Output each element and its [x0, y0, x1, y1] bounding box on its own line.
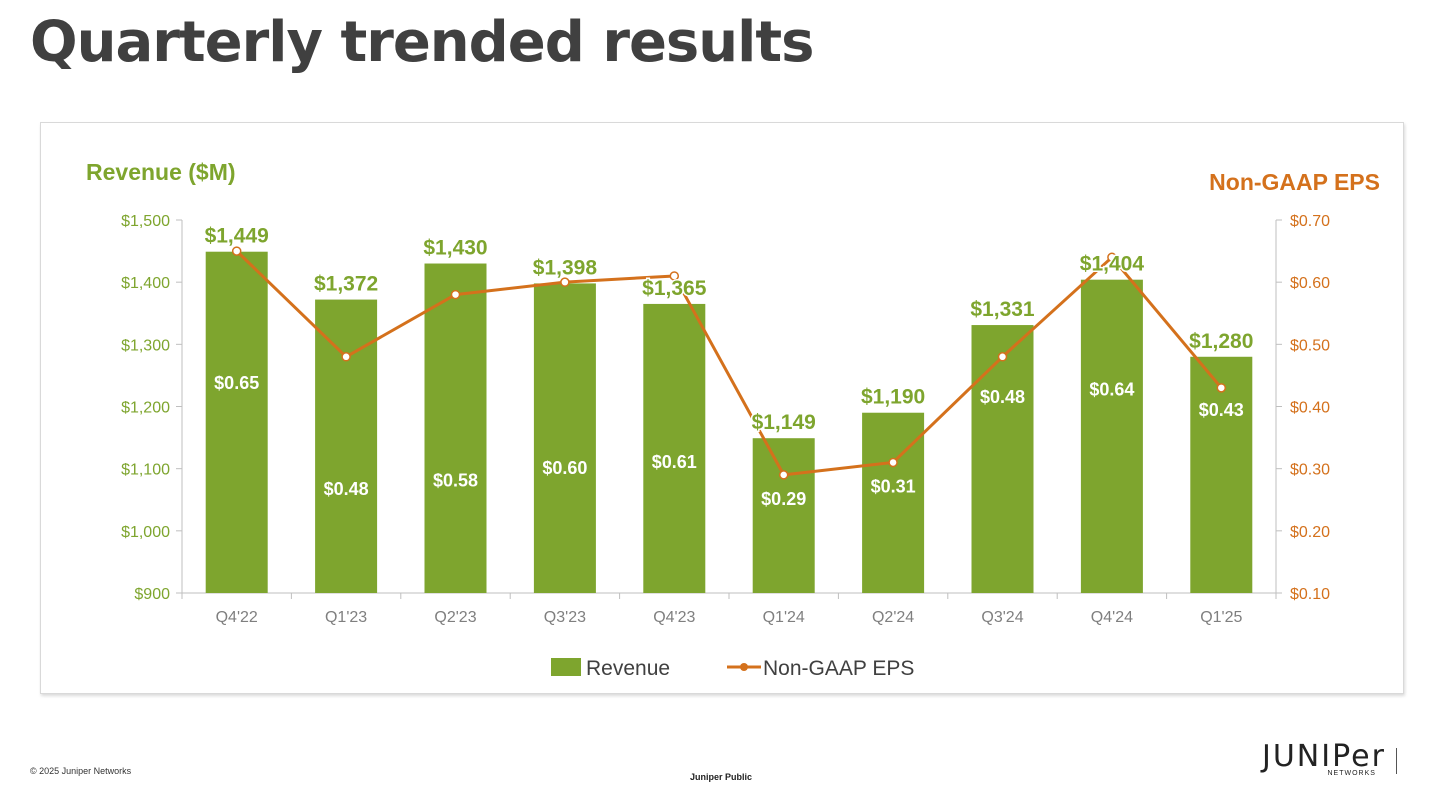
eps-data-label: $0.58 [433, 471, 478, 491]
x-tick-label: Q4'24 [1091, 609, 1133, 626]
x-tick-label: Q1'23 [325, 609, 367, 626]
revenue-data-label: $1,404 [1080, 253, 1145, 276]
eps-data-label: $0.48 [324, 479, 369, 499]
y-left-tick-label: $1,000 [121, 524, 170, 541]
y-left-tick-label: $1,300 [121, 337, 170, 354]
page-title: Quarterly trended results [30, 10, 814, 75]
legend-eps-label: Non-GAAP EPS [763, 657, 914, 680]
eps-point [778, 470, 789, 480]
eps-data-label: $0.48 [980, 387, 1025, 407]
eps-point [1107, 252, 1117, 263]
revenue-bar [1190, 356, 1253, 593]
y-right-tick-label: $0.20 [1290, 524, 1330, 541]
logo-wordmark: JUNIPer [1262, 739, 1386, 774]
eps-data-label: $0.61 [652, 452, 697, 472]
left-axis-title: Revenue ($M) [86, 159, 236, 185]
legend-revenue-label: Revenue [586, 657, 670, 680]
eps-data-label: $0.65 [214, 373, 259, 393]
y-left-tick-label: $1,100 [121, 462, 170, 479]
x-tick-label: Q4'23 [653, 609, 695, 626]
y-right-tick-label: $0.50 [1290, 337, 1330, 354]
revenue-bar [533, 283, 596, 593]
x-tick-label: Q3'23 [544, 609, 586, 626]
eps-point [669, 271, 680, 281]
eps-point [560, 277, 570, 287]
legend-eps-marker [740, 663, 748, 671]
y-right-tick-label: $0.60 [1290, 275, 1330, 292]
y-right-tick-label: $0.30 [1290, 462, 1330, 479]
y-left-tick-label: $1,400 [121, 275, 170, 292]
revenue-data-label: $1,398 [533, 256, 598, 279]
juniper-logo: JUNIPer NETWORKS [1262, 739, 1386, 778]
revenue-data-label: $1,365 [642, 277, 707, 300]
y-left-tick-label: $900 [134, 586, 170, 603]
x-tick-label: Q2'23 [434, 609, 476, 626]
revenue-bar [205, 251, 268, 593]
eps-data-label: $0.64 [1089, 379, 1134, 399]
revenue-data-label: $1,190 [861, 386, 925, 409]
x-tick-label: Q1'24 [763, 609, 805, 626]
right-axis-title: Non-GAAP EPS [1209, 169, 1380, 195]
eps-data-label: $0.60 [542, 458, 587, 478]
x-tick-label: Q4'22 [216, 609, 258, 626]
revenue-data-label: $1,449 [205, 225, 269, 248]
legend-revenue-swatch [551, 658, 581, 676]
eps-point [341, 352, 351, 362]
y-right-tick-label: $0.40 [1290, 400, 1330, 417]
x-tick-label: Q2'24 [872, 609, 914, 626]
revenue-bar [424, 263, 487, 593]
revenue-data-label: $1,331 [970, 298, 1035, 321]
copyright-text: © 2025 Juniper Networks [30, 766, 132, 776]
eps-point [997, 352, 1008, 362]
eps-line [235, 250, 1223, 477]
revenue-data-label: $1,149 [752, 411, 816, 434]
eps-point [1216, 383, 1227, 393]
revenue-bar [971, 325, 1034, 593]
revenue-bar [315, 299, 378, 593]
classification-label: Juniper Public [690, 772, 753, 782]
revenue-bar [1080, 279, 1143, 593]
eps-data-label: $0.43 [1199, 400, 1244, 420]
revenue-bar [752, 438, 815, 593]
eps-data-label: $0.29 [761, 489, 806, 509]
y-right-tick-label: $0.70 [1290, 213, 1330, 230]
logo-subtext: NETWORKS [1327, 770, 1376, 777]
revenue-data-label: $1,372 [314, 273, 378, 296]
x-tick-label: Q3'24 [981, 609, 1023, 626]
eps-data-label: $0.31 [871, 476, 916, 496]
revenue-data-label: $1,280 [1189, 330, 1253, 353]
y-left-tick-label: $1,500 [121, 213, 170, 230]
revenue-bar [643, 303, 706, 593]
revenue-data-label: $1,430 [423, 237, 487, 260]
y-right-tick-label: $0.10 [1290, 586, 1330, 603]
logo-divider [1396, 748, 1397, 774]
x-tick-label: Q1'25 [1200, 609, 1242, 626]
eps-point [450, 289, 461, 300]
eps-point [888, 457, 898, 468]
eps-point [231, 246, 242, 256]
y-left-tick-label: $1,200 [121, 400, 170, 417]
